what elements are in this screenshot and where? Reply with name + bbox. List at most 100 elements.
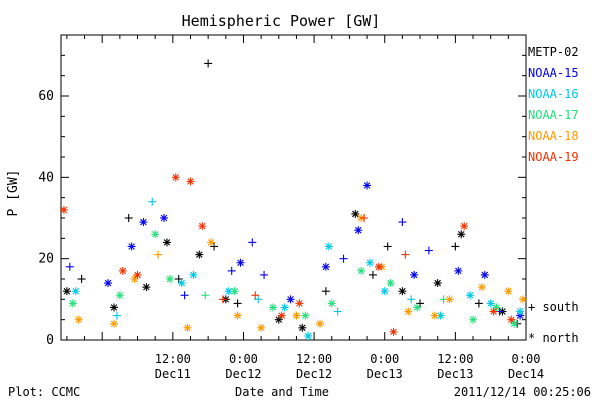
x-tick-time-label: 0:00 (512, 352, 541, 366)
data-point (436, 311, 445, 320)
data-point (62, 287, 71, 296)
data-point (77, 275, 86, 283)
data-point (445, 295, 454, 304)
data-point (504, 287, 513, 296)
data-point (315, 319, 324, 328)
data-point (398, 218, 407, 227)
data-point (118, 266, 127, 275)
data-point (277, 311, 286, 320)
data-point (480, 270, 489, 279)
data-point (65, 262, 74, 271)
data-point (260, 270, 269, 279)
data-point (104, 279, 113, 288)
chart-title: Hemispheric Power [GW] (182, 12, 381, 30)
x-tick-time-label: 12:00 (296, 352, 332, 366)
data-point (130, 275, 139, 283)
data-point (354, 226, 363, 235)
y-axis-ticks: 0 20 40 60 (38, 54, 526, 348)
data-point (198, 222, 207, 231)
data-point (366, 258, 375, 267)
data-point (207, 238, 216, 247)
data-point (180, 291, 189, 300)
x-tick-date-label: Dec14 (508, 367, 544, 381)
data-point (401, 250, 410, 259)
data-point (407, 295, 416, 304)
x-axis-label: Date and Time (235, 385, 329, 399)
data-point (151, 230, 160, 239)
y-tick-label: 60 (38, 89, 54, 104)
x-tick-date-label: Dec13 (437, 367, 473, 381)
data-point (374, 262, 383, 271)
data-point (321, 287, 330, 296)
legend-entry: METP-02 (528, 45, 579, 59)
data-point (162, 238, 171, 247)
data-point (492, 303, 501, 312)
y-axis-label: P [GW] (6, 170, 21, 217)
data-point (183, 323, 192, 332)
data-point (174, 275, 183, 283)
y-tick-label: 40 (38, 170, 54, 185)
x-tick-date-label: Dec12 (296, 367, 332, 381)
data-point (68, 299, 77, 308)
data-point (486, 299, 495, 308)
data-point (154, 250, 163, 259)
data-point (386, 279, 395, 288)
data-point (248, 238, 257, 247)
data-point (339, 254, 348, 263)
data-point (71, 287, 80, 296)
data-point (457, 230, 466, 239)
x-tick-time-label: 0:00 (370, 352, 399, 366)
data-point (251, 291, 260, 300)
data-point (292, 311, 301, 320)
y-tick-label: 20 (38, 252, 54, 267)
data-point (474, 299, 483, 308)
data-point (280, 303, 289, 312)
data-point (454, 266, 463, 275)
data-point (230, 287, 239, 296)
data-point (171, 173, 180, 182)
data-point (466, 291, 475, 300)
data-point (115, 291, 124, 300)
data-point (109, 319, 118, 328)
data-point (430, 311, 439, 320)
data-point (327, 299, 336, 308)
data-point (360, 214, 369, 222)
data-point (357, 266, 366, 275)
data-point (286, 295, 295, 304)
x-tick-date-label: Dec12 (225, 367, 261, 381)
data-point (274, 315, 283, 324)
data-point (254, 295, 263, 304)
data-point (160, 214, 169, 222)
data-points (59, 59, 528, 340)
data-point (424, 246, 433, 255)
data-point (268, 303, 277, 312)
north-marker-legend: * north (528, 331, 579, 345)
data-point (257, 323, 266, 332)
data-point (389, 327, 398, 336)
legend-entry: NOAA-18 (528, 129, 579, 143)
data-point (298, 323, 307, 332)
data-point (109, 303, 118, 312)
data-point (398, 287, 407, 296)
data-point (236, 258, 245, 267)
data-point (127, 242, 136, 251)
x-tick-time-label: 0:00 (229, 352, 258, 366)
data-point (413, 303, 422, 312)
data-point (510, 319, 519, 328)
legend-entry: NOAA-15 (528, 66, 579, 80)
data-point (74, 315, 83, 324)
data-point (210, 242, 219, 251)
data-point (295, 299, 304, 308)
data-point (218, 295, 227, 304)
south-marker-legend: + south (528, 300, 579, 314)
data-point (324, 242, 333, 251)
data-point (148, 197, 157, 206)
x-tick-time-label: 12:00 (155, 352, 191, 366)
data-point (333, 307, 342, 316)
data-point (404, 307, 413, 316)
legend-entry: NOAA-17 (528, 108, 579, 122)
data-point (321, 262, 330, 271)
data-point (383, 242, 392, 251)
data-point (124, 214, 133, 222)
